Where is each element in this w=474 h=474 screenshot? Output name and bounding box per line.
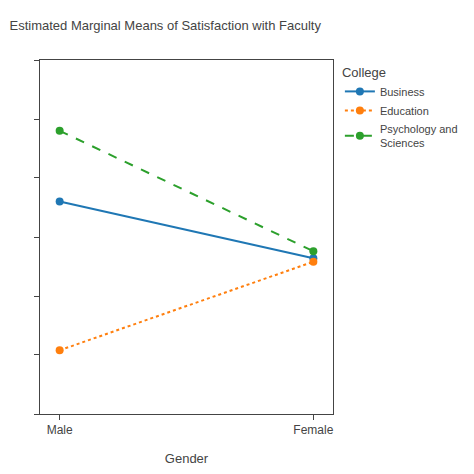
svg-text:Gender: Gender	[165, 451, 209, 466]
svg-text:Education: Education	[380, 105, 429, 117]
svg-text:Male: Male	[47, 423, 73, 437]
svg-text:Estimated Marginal Means of Sa: Estimated Marginal Means of Satisfaction…	[9, 18, 321, 33]
svg-text:Female: Female	[293, 423, 333, 437]
svg-text:Business: Business	[380, 86, 425, 98]
svg-text:Psychology andSciences: Psychology andSciences	[380, 123, 458, 149]
svg-text:College: College	[342, 65, 386, 80]
